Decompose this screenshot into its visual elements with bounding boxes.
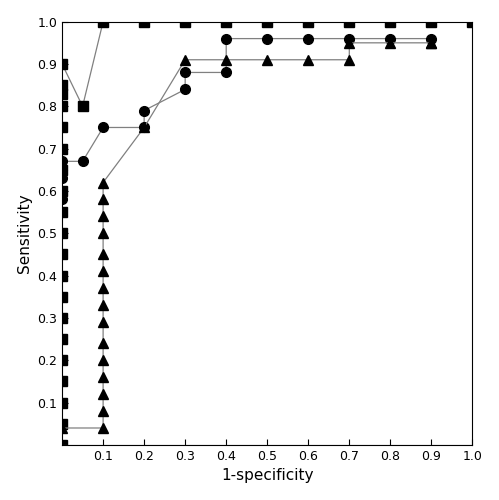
Y-axis label: Sensitivity: Sensitivity xyxy=(16,194,31,273)
X-axis label: 1-specificity: 1-specificity xyxy=(221,468,313,483)
